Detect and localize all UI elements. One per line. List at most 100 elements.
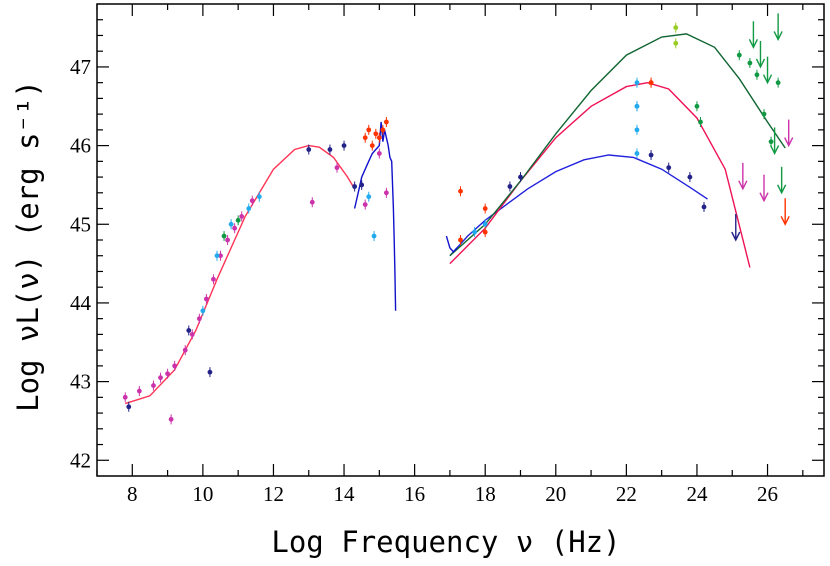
data-point <box>228 221 234 227</box>
data-point <box>482 206 488 211</box>
data-point <box>362 135 368 141</box>
x-tick-label: 12 <box>263 482 284 506</box>
data-point <box>246 206 252 211</box>
data-point <box>383 190 389 196</box>
data-point <box>158 375 163 381</box>
data-point <box>673 40 679 46</box>
data-point <box>359 182 365 188</box>
data-point <box>383 119 389 125</box>
data-point <box>634 127 640 133</box>
data-point <box>126 404 132 410</box>
data-point <box>309 199 315 205</box>
data-point <box>341 143 347 149</box>
data-point <box>768 139 774 145</box>
model-curve-2 <box>449 81 751 268</box>
data-point <box>306 147 312 152</box>
data-point <box>371 233 377 239</box>
x-tick-label: 26 <box>757 482 778 506</box>
data-point <box>634 80 640 86</box>
data-point <box>775 80 781 86</box>
data-point <box>122 394 128 400</box>
data-point <box>214 253 220 259</box>
data-point <box>747 60 753 66</box>
data-point <box>168 416 174 422</box>
data-point <box>136 388 142 394</box>
data-point <box>634 103 640 109</box>
data-point <box>648 152 654 158</box>
data-point <box>648 80 654 86</box>
x-tick-label: 22 <box>616 482 637 506</box>
data-point <box>634 151 640 156</box>
data-point <box>694 103 700 109</box>
x-tick-label: 20 <box>545 482 566 506</box>
data-point <box>200 308 206 314</box>
upper-limit-arrow <box>762 74 773 85</box>
data-point <box>151 383 156 388</box>
y-tick-label: 44 <box>70 291 92 315</box>
x-tick-label: 16 <box>404 482 425 506</box>
data-point <box>761 111 767 117</box>
model-curve-0 <box>124 144 356 405</box>
data-point <box>232 225 238 231</box>
data-point <box>472 229 478 235</box>
y-tick-label: 45 <box>70 212 91 236</box>
data-point <box>334 165 340 171</box>
data-point <box>507 184 513 189</box>
data-point <box>518 174 523 180</box>
data-point <box>196 316 202 322</box>
upper-limit-arrow <box>759 192 769 203</box>
data-point <box>204 296 209 302</box>
y-tick-label: 43 <box>70 370 91 394</box>
y-tick-label: 47 <box>70 55 91 79</box>
data-point <box>186 328 192 333</box>
y-tick-label: 42 <box>70 448 91 472</box>
data-point <box>207 369 213 375</box>
data-point <box>327 147 333 152</box>
data-point <box>754 72 760 78</box>
data-point <box>165 371 170 377</box>
data-point <box>182 347 188 353</box>
x-tick-label: 8 <box>127 482 138 506</box>
y-axis-label: Log νL(ν) (erg s⁻¹) <box>11 80 45 412</box>
data-point <box>249 198 255 204</box>
data-point <box>352 184 358 189</box>
data-point <box>376 151 382 156</box>
data-point <box>218 253 223 259</box>
x-tick-label: 18 <box>475 482 496 506</box>
data-point <box>221 233 227 239</box>
data-point <box>482 229 488 235</box>
data-point <box>687 174 693 180</box>
data-point <box>239 214 245 219</box>
data-point <box>256 194 262 200</box>
data-point <box>189 332 195 337</box>
model-curve-5 <box>445 235 458 253</box>
upper-limit-arrow <box>769 145 780 156</box>
series-layer <box>122 13 794 425</box>
data-point <box>458 188 463 194</box>
data-point <box>673 25 679 30</box>
upper-limit-arrow <box>755 58 766 69</box>
data-point <box>362 202 368 208</box>
x-tick-label: 10 <box>192 482 213 506</box>
data-point <box>698 119 703 125</box>
upper-limit-arrow <box>784 137 794 148</box>
upper-limit-arrow <box>773 31 783 41</box>
data-point <box>666 165 672 171</box>
data-point <box>235 217 241 223</box>
data-point <box>482 221 488 227</box>
data-point <box>211 276 216 282</box>
x-tick-label: 14 <box>334 482 356 506</box>
upper-limit-arrow <box>777 184 787 195</box>
data-point <box>736 52 742 58</box>
upper-limit-arrow <box>731 231 741 242</box>
model-curve-3 <box>449 33 786 257</box>
data-point <box>366 194 372 200</box>
x-tick-label: 24 <box>686 482 708 506</box>
upper-limit-arrow <box>738 180 748 191</box>
y-tick-label: 46 <box>70 134 91 158</box>
x-axis-label: Log Frequency ν (Hz) <box>271 525 620 559</box>
data-point <box>369 143 375 149</box>
data-point <box>376 135 382 141</box>
model-curve-1 <box>449 154 708 257</box>
